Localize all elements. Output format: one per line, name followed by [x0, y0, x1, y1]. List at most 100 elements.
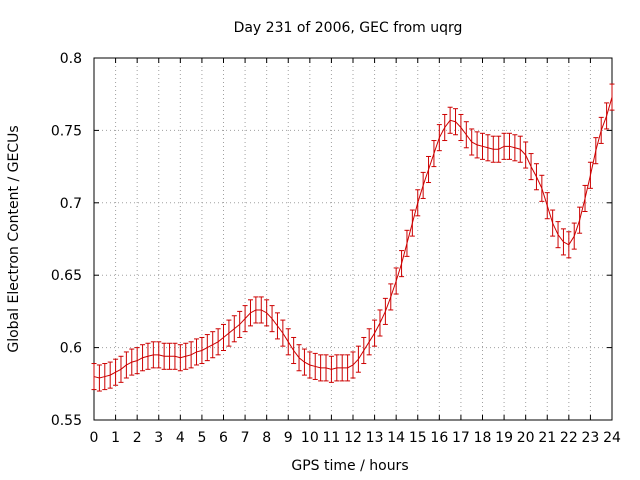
error-bar	[377, 309, 383, 337]
x-tick-label: 10	[301, 430, 319, 446]
error-bar	[156, 341, 162, 369]
error-bar	[577, 206, 583, 234]
x-tick-label: 23	[582, 430, 600, 446]
error-bar	[269, 305, 275, 333]
x-tick-label: 16	[430, 430, 448, 446]
error-bar	[480, 132, 485, 160]
error-bar	[582, 184, 588, 212]
error-bar	[140, 344, 146, 372]
error-bar	[96, 364, 102, 392]
error-bar	[258, 296, 264, 324]
error-bar	[264, 299, 270, 327]
error-bar	[107, 361, 113, 389]
error-bar	[587, 161, 593, 189]
error-bar	[539, 174, 545, 202]
error-bar	[199, 336, 205, 365]
error-bar	[528, 153, 534, 181]
error-bar	[242, 305, 248, 333]
error-bar	[102, 363, 108, 391]
error-bar	[194, 338, 200, 366]
error-bar	[598, 116, 604, 144]
error-bar	[210, 331, 216, 359]
error-bar	[129, 348, 135, 376]
error-bar	[215, 328, 221, 356]
error-bar	[307, 351, 313, 379]
error-bar	[415, 189, 421, 217]
error-bar	[221, 323, 226, 351]
error-bar	[323, 354, 329, 382]
error-bar	[188, 341, 194, 369]
error-bar	[328, 355, 334, 383]
error-bar	[463, 121, 469, 149]
error-bar	[361, 336, 367, 365]
error-bar	[280, 319, 286, 347]
error-bar	[501, 132, 507, 160]
error-bar	[388, 283, 394, 311]
error-bar	[485, 134, 491, 162]
y-axis-title: Global Electron Content / GECUs	[6, 125, 22, 352]
error-bar	[113, 358, 119, 386]
error-bar	[409, 209, 415, 237]
error-bar	[555, 221, 561, 249]
error-bar	[301, 348, 307, 376]
error-bar	[296, 344, 302, 372]
x-tick-label: 6	[219, 430, 228, 446]
y-tick-label: 0.75	[51, 123, 82, 139]
error-bar	[420, 171, 426, 199]
error-bar	[436, 124, 442, 152]
x-tick-label: 9	[284, 430, 293, 446]
error-bar	[442, 113, 448, 142]
error-bar	[318, 354, 324, 382]
error-bar	[544, 192, 550, 220]
y-tick-label: 0.6	[60, 341, 82, 357]
data-layer	[91, 83, 615, 392]
error-bar	[453, 108, 459, 136]
error-bar	[517, 135, 523, 163]
error-bar	[339, 354, 345, 382]
y-tick-label: 0.55	[51, 413, 82, 429]
error-bar	[496, 135, 502, 163]
error-bar	[447, 106, 453, 134]
x-tick-label: 12	[344, 430, 362, 446]
error-bar	[593, 137, 599, 165]
chart-title: Day 231 of 2006, GEC from uqrg	[234, 20, 463, 36]
y-tick-label: 0.7	[60, 196, 82, 212]
error-bar	[334, 354, 340, 382]
error-bar	[118, 355, 124, 383]
x-tick-label: 19	[495, 430, 513, 446]
error-bar	[566, 231, 572, 259]
error-bar	[506, 132, 512, 160]
error-bar	[312, 352, 318, 380]
error-bar	[404, 229, 410, 257]
error-bar	[399, 250, 405, 278]
error-bar	[237, 310, 243, 338]
error-bar	[172, 342, 178, 370]
x-tick-label: 15	[409, 430, 427, 446]
error-bar	[512, 134, 518, 162]
error-bar	[226, 319, 232, 347]
y-tick-label: 0.65	[51, 268, 82, 284]
error-bar	[560, 228, 566, 256]
x-tick-label: 0	[90, 430, 99, 446]
error-bar	[355, 345, 361, 373]
error-bar	[345, 354, 351, 382]
error-bar	[183, 342, 189, 370]
x-tick-label: 7	[241, 430, 250, 446]
x-tick-label: 4	[176, 430, 185, 446]
error-bar	[167, 342, 173, 370]
x-tick-label: 18	[474, 430, 492, 446]
x-tick-label: 3	[154, 430, 163, 446]
error-bar	[247, 299, 253, 327]
error-bar	[145, 342, 151, 370]
error-bar	[177, 344, 183, 372]
error-bar	[533, 163, 539, 191]
error-bar	[458, 113, 464, 142]
error-bar	[350, 351, 356, 379]
error-bar	[123, 351, 129, 379]
error-bar	[382, 297, 388, 325]
error-bar	[274, 312, 280, 340]
error-bar	[134, 347, 140, 375]
series-line	[93, 96, 613, 379]
error-bar	[285, 328, 291, 356]
